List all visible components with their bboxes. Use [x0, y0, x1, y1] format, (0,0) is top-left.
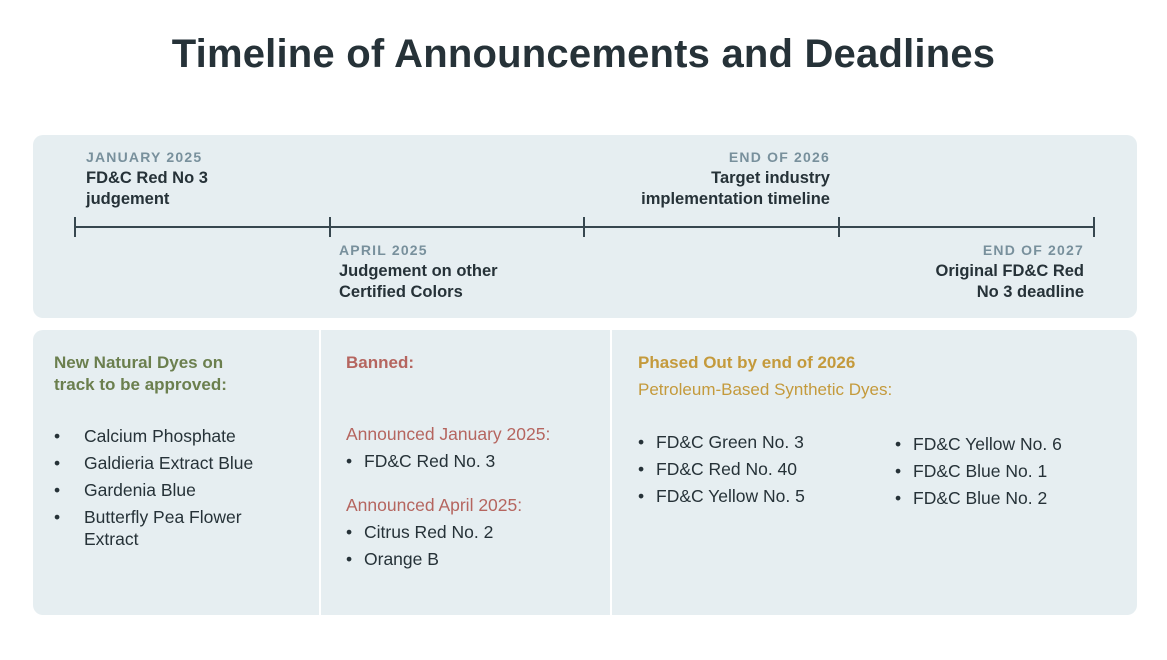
- list-item: FD&C Yellow No. 6: [895, 433, 1062, 455]
- list-item: Citrus Red No. 2: [346, 521, 596, 543]
- list-item: Gardenia Blue: [54, 479, 304, 501]
- event-text: Judgement on other Certified Colors: [339, 262, 498, 301]
- timeline-tick: [74, 217, 76, 237]
- natural-dyes-list: Calcium Phosphate Galdieria Extract Blue…: [54, 425, 304, 550]
- banned-title: Banned:: [346, 353, 414, 372]
- column-divider: [319, 330, 321, 615]
- phased-out-subtitle: Petroleum-Based Synthetic Dyes:: [638, 380, 893, 399]
- timeline-tick: [838, 217, 840, 237]
- dye-status-panel: New Natural Dyes on track to be approved…: [33, 330, 1137, 615]
- natural-dyes-title: New Natural Dyes on track to be approved…: [54, 353, 227, 394]
- event-text: FD&C Red No 3 judgement: [86, 169, 208, 208]
- timeline-event-end-2027: END OF 2027 Original FD&C Red No 3 deadl…: [935, 241, 1084, 303]
- timeline-event-end-2026: END OF 2026 Target industry implementati…: [641, 148, 830, 210]
- phased-out-column: Phased Out by end of 2026 Petroleum-Base…: [638, 352, 1118, 401]
- list-item: FD&C Red No. 40: [638, 458, 805, 480]
- timeline-event-jan-2025: JANUARY 2025 FD&C Red No 3 judgement: [86, 148, 208, 210]
- list-item: Orange B: [346, 548, 596, 570]
- timeline-tick: [1093, 217, 1095, 237]
- list-item: FD&C Blue No. 2: [895, 487, 1062, 509]
- banned-group-list: FD&C Red No. 3: [346, 450, 596, 472]
- banned-group-label: Announced April 2025:: [346, 495, 523, 515]
- phased-out-list-left: FD&C Green No. 3 FD&C Red No. 40 FD&C Ye…: [638, 431, 805, 512]
- event-date: END OF 2027: [982, 242, 1084, 258]
- column-divider: [610, 330, 612, 615]
- list-item: FD&C Yellow No. 5: [638, 485, 805, 507]
- phased-out-title: Phased Out by end of 2026: [638, 353, 856, 372]
- timeline-tick: [583, 217, 585, 237]
- event-date: END OF 2026: [728, 149, 830, 165]
- list-item: FD&C Green No. 3: [638, 431, 805, 453]
- timeline-event-apr-2025: APRIL 2025 Judgement on other Certified …: [339, 241, 498, 303]
- list-item: Galdieria Extract Blue: [54, 452, 304, 474]
- banned-group-list: Citrus Red No. 2 Orange B: [346, 521, 596, 570]
- natural-dyes-column: New Natural Dyes on track to be approved…: [54, 352, 304, 555]
- phased-out-list-right: FD&C Yellow No. 6 FD&C Blue No. 1 FD&C B…: [895, 433, 1062, 514]
- list-item: FD&C Blue No. 1: [895, 460, 1062, 482]
- page-title: Timeline of Announcements and Deadlines: [171, 32, 996, 76]
- event-date: APRIL 2025: [339, 242, 428, 258]
- banned-column: Banned: Announced January 2025: FD&C Red…: [346, 352, 596, 575]
- event-text: Target industry implementation timeline: [641, 169, 830, 208]
- banned-group-label: Announced January 2025:: [346, 424, 551, 444]
- event-date: JANUARY 2025: [86, 149, 203, 165]
- event-text: Original FD&C Red No 3 deadline: [935, 262, 1084, 301]
- list-item: FD&C Red No. 3: [346, 450, 596, 472]
- timeline-panel: JANUARY 2025 FD&C Red No 3 judgement APR…: [33, 135, 1137, 318]
- list-item: Calcium Phosphate: [54, 425, 304, 447]
- timeline-tick: [329, 217, 331, 237]
